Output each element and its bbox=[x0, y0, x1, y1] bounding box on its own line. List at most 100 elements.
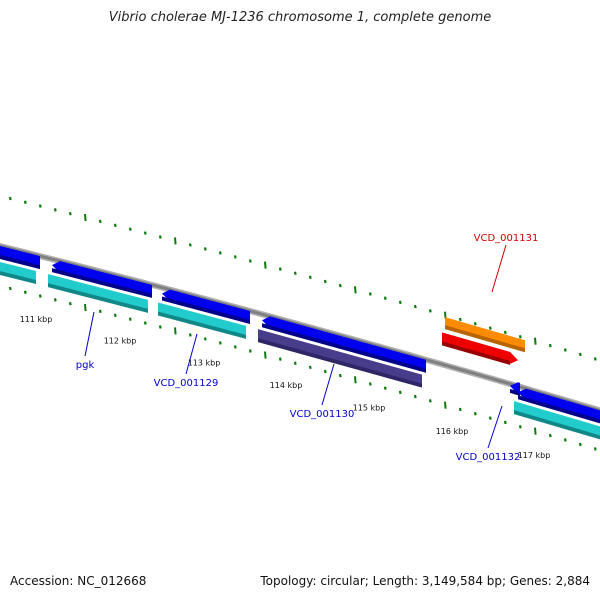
inner-tick-minor bbox=[488, 416, 492, 420]
outer-tick-minor bbox=[233, 255, 237, 259]
cds-left-edge-shade bbox=[0, 271, 36, 285]
outer-tick-minor bbox=[128, 227, 132, 231]
inner-tick-minor bbox=[563, 438, 567, 442]
outer-tick-minor bbox=[248, 259, 252, 263]
outer-tick-minor bbox=[98, 219, 102, 224]
gene-VCD_001132-shade bbox=[510, 388, 520, 396]
tick-layer bbox=[8, 196, 597, 451]
scale-label: 113 kbp bbox=[188, 359, 221, 368]
outer-tick-minor bbox=[323, 279, 327, 284]
cds-pgk-shade bbox=[48, 283, 148, 313]
outer-tick-minor bbox=[593, 357, 597, 361]
outer-tick-minor bbox=[278, 267, 282, 271]
inner-tick-minor bbox=[323, 369, 327, 374]
inner-tick-minor bbox=[383, 386, 387, 390]
outer-tick-minor bbox=[8, 196, 12, 201]
outer-tick-minor bbox=[158, 235, 162, 239]
scale-label: 112 kbp bbox=[104, 337, 137, 346]
rna-feature-VCD_001131 bbox=[442, 332, 518, 364]
gene-label-leader bbox=[491, 244, 507, 293]
inner-tick-minor bbox=[98, 309, 102, 314]
outer-tick-minor bbox=[563, 348, 567, 352]
gene-label-leader bbox=[84, 311, 95, 357]
scale-label: 111 kbp bbox=[20, 315, 53, 324]
outer-tick-minor bbox=[68, 211, 72, 216]
gene-VCD_001130-shade bbox=[262, 323, 426, 373]
rna-feature-VCD_001131-shade bbox=[442, 341, 510, 365]
inner-tick-minor bbox=[308, 365, 312, 370]
inner-tick-minor bbox=[38, 294, 42, 298]
outer-tick-minor bbox=[338, 283, 342, 288]
inner-tick-minor bbox=[128, 317, 132, 321]
scale-label: 114 kbp bbox=[270, 381, 303, 390]
outer-tick-major bbox=[84, 213, 87, 222]
inner-tick-major bbox=[444, 401, 447, 409]
outer-tick-minor bbox=[308, 275, 312, 280]
inner-tick-minor bbox=[413, 394, 417, 399]
backbone-line bbox=[0, 244, 600, 412]
inner-tick-minor bbox=[143, 321, 147, 325]
inner-tick-minor bbox=[398, 390, 402, 395]
inner-tick-minor bbox=[113, 313, 117, 317]
map-title: Vibrio cholerae MJ-1236 chromosome 1, co… bbox=[108, 10, 492, 25]
outer-tick-minor bbox=[38, 204, 42, 208]
gene-left-edge-shade bbox=[0, 255, 40, 270]
inner-tick-minor bbox=[218, 341, 222, 345]
inner-tick-minor bbox=[158, 325, 162, 329]
rna-gene-VCD_001131-shade bbox=[445, 325, 525, 353]
cds-VCD_001129-shade bbox=[158, 311, 246, 339]
gene-label: VCD_001131 bbox=[474, 233, 539, 244]
outer-tick-minor bbox=[293, 271, 297, 275]
inner-tick-minor bbox=[428, 399, 432, 403]
outer-tick-minor bbox=[458, 317, 462, 322]
cds-right-edge-shade bbox=[514, 410, 600, 440]
inner-tick-minor bbox=[368, 382, 372, 386]
inner-tick-minor bbox=[548, 433, 552, 438]
backbone-layer bbox=[0, 242, 600, 414]
pseudo-VCD_001130 bbox=[258, 329, 422, 387]
outer-tick-minor bbox=[383, 296, 387, 300]
outer-tick-minor bbox=[143, 231, 147, 235]
inner-tick-minor bbox=[188, 333, 192, 337]
inner-tick-minor bbox=[578, 442, 582, 447]
outer-tick-minor bbox=[218, 251, 222, 255]
label-layer: 111 kbp 112 kbp 113 kbp 114 kbp 115 kbp 116 k… bbox=[20, 233, 551, 463]
cds-VCD_001129 bbox=[158, 302, 246, 338]
inner-tick-minor bbox=[473, 412, 477, 416]
outer-tick-minor bbox=[23, 200, 27, 204]
outer-tick-minor bbox=[473, 322, 477, 326]
cds-left-edge bbox=[0, 262, 36, 284]
inner-tick-minor bbox=[518, 425, 522, 429]
outer-tick-major bbox=[264, 261, 267, 269]
outer-tick-major bbox=[174, 237, 177, 245]
outer-tick-minor bbox=[413, 304, 417, 309]
outer-tick-minor bbox=[578, 352, 582, 357]
gene-pgk-shade bbox=[52, 268, 152, 298]
outer-tick-minor bbox=[188, 243, 192, 247]
outer-tick-minor bbox=[488, 326, 492, 330]
inner-tick-minor bbox=[248, 349, 252, 353]
scale-label: 116 kbp bbox=[436, 427, 469, 436]
outer-tick-minor bbox=[203, 247, 207, 251]
inner-tick-minor bbox=[68, 301, 72, 306]
inner-tick-minor bbox=[53, 298, 57, 302]
outer-tick-minor bbox=[503, 330, 507, 335]
inner-tick-minor bbox=[278, 357, 282, 361]
gene-label-leader bbox=[487, 405, 503, 449]
gene-label: VCD_001129 bbox=[154, 378, 219, 389]
scale-label: 115 kbp bbox=[353, 404, 386, 413]
outer-tick-major bbox=[534, 337, 537, 345]
outer-tick-major bbox=[354, 286, 357, 294]
inner-tick-minor bbox=[23, 290, 27, 294]
scale-label: 117 kbp bbox=[518, 451, 551, 460]
inner-tick-minor bbox=[8, 286, 12, 291]
outer-tick-minor bbox=[113, 223, 117, 227]
outer-tick-minor bbox=[548, 343, 552, 348]
inner-tick-major bbox=[84, 303, 87, 312]
outer-tick-minor bbox=[518, 335, 522, 339]
inner-tick-minor bbox=[458, 407, 462, 412]
outer-tick-minor bbox=[428, 309, 432, 313]
outer-tick-minor bbox=[368, 292, 372, 296]
gene-label: pgk bbox=[76, 360, 95, 371]
